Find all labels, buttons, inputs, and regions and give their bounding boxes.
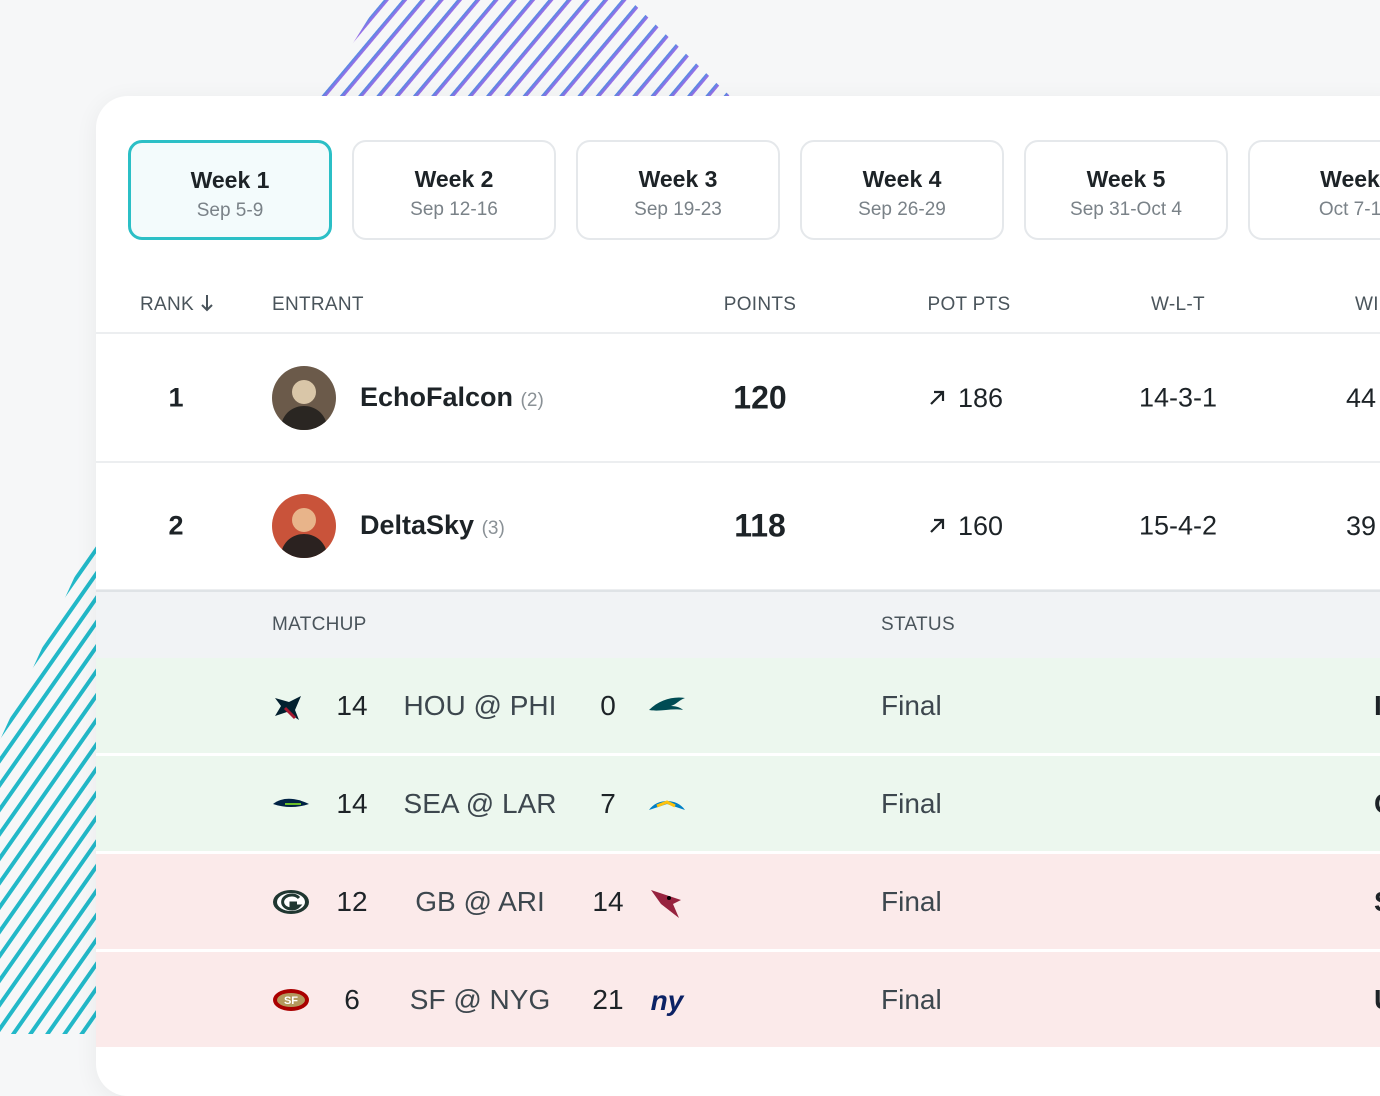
- home-score: 14: [592, 886, 624, 917]
- game: SF @ NYG: [409, 984, 551, 1015]
- rank: 2: [168, 510, 184, 541]
- week-tab[interactable]: Week 2 Sep 12-16: [352, 140, 556, 240]
- away-score: 6: [344, 984, 360, 1015]
- entrant-name: EchoFalcon: [360, 382, 514, 412]
- team-logo: [273, 890, 309, 914]
- status: Final: [881, 690, 942, 721]
- entrant-header: ENTRANT: [272, 294, 364, 315]
- week-tab[interactable]: Week 1 Sep 5-9: [128, 140, 332, 240]
- seed: (2): [520, 390, 544, 411]
- week-tab[interactable]: Week 5 Sep 31-Oct 4: [1024, 140, 1228, 240]
- week-label: Week 2: [414, 166, 494, 192]
- week-tab[interactable]: Week 4 Sep 26-29: [800, 140, 1004, 240]
- pot-pts-header: POT PTS: [927, 294, 1011, 315]
- team-logo: [273, 798, 309, 807]
- week-dates: Sep 19-23: [634, 199, 722, 220]
- matchup-header: MATCHUP: [272, 614, 367, 635]
- avatar: [272, 494, 336, 558]
- matchup-row[interactable]: 14 HOU @ PHI 0 Final I: [96, 658, 1380, 753]
- week-tab[interactable]: Week Oct 7-1: [1248, 140, 1380, 240]
- divider: [96, 332, 1380, 334]
- matchup-row[interactable]: 12 GB @ ARI 14 Final S: [96, 854, 1380, 949]
- status: Final: [881, 984, 942, 1015]
- week-label: Week 1: [190, 167, 270, 193]
- truncated-cell: 39: [1346, 511, 1377, 541]
- truncated-cell: S: [1374, 886, 1380, 918]
- week-dates: Sep 31-Oct 4: [1070, 199, 1182, 220]
- home-score: 0: [600, 690, 616, 721]
- truncated-cell: C: [1374, 788, 1380, 820]
- svg-text:ny: ny: [651, 985, 685, 1016]
- week-dates: Sep 12-16: [410, 199, 498, 220]
- truncated-cell: I: [1374, 690, 1380, 721]
- week-label: Week 3: [638, 166, 718, 192]
- away-score: 14: [336, 690, 368, 721]
- svg-text:SF: SF: [284, 995, 298, 1007]
- last-header: WI: [1355, 294, 1379, 315]
- points: 118: [734, 507, 786, 544]
- week-dates: Sep 5-9: [196, 200, 264, 221]
- team-logo: [275, 696, 301, 720]
- status: Final: [881, 886, 942, 917]
- truncated-cell: 44: [1346, 383, 1377, 413]
- status-header: STATUS: [881, 614, 955, 635]
- team-logo: [651, 890, 681, 918]
- week-label: Week 5: [1086, 166, 1166, 192]
- standing-row[interactable]: 2 DeltaSky (3) 118 160 15-4-2 39: [96, 462, 1380, 591]
- week-label: Week 4: [862, 166, 942, 192]
- points-header: POINTS: [723, 294, 797, 315]
- rank-header[interactable]: RANK: [140, 294, 214, 316]
- standing-row[interactable]: 1 EchoFalcon (2) 120 186 14-3-1 44: [96, 334, 1380, 463]
- pot-pts: 186: [958, 383, 1004, 413]
- away-score: 12: [336, 886, 368, 917]
- game: GB @ ARI: [415, 886, 545, 917]
- background-stripes: [0, 0, 730, 1034]
- matchup-row[interactable]: SF 6 SF @ NYG 21 ny Final U: [96, 952, 1380, 1047]
- avatar: [272, 366, 336, 430]
- home-score: 21: [592, 984, 624, 1015]
- entrant-name: DeltaSky: [360, 510, 475, 540]
- week-dates: Oct 7-1: [1318, 199, 1380, 220]
- status: Final: [881, 788, 942, 819]
- week-tab[interactable]: Week 3 Sep 19-23: [576, 140, 780, 240]
- away-score: 14: [336, 788, 368, 819]
- matchup-row[interactable]: 14 SEA @ LAR 7 Final C: [96, 756, 1380, 851]
- game: HOU @ PHI: [403, 690, 557, 721]
- team-logo: [649, 800, 685, 810]
- wlt-header: W-L-T: [1151, 294, 1205, 315]
- matchup-header-bar: MATCHUP STATUS: [96, 590, 1380, 658]
- game: SEA @ LAR: [403, 788, 557, 819]
- truncated-cell: U: [1374, 984, 1380, 1016]
- points: 120: [733, 379, 787, 416]
- rank: 1: [168, 382, 184, 413]
- team-logo: SF: [273, 989, 309, 1011]
- trend-arrow: [930, 390, 945, 405]
- week-dates: Sep 26-29: [858, 199, 946, 220]
- leaderboard-card: Week 1 Sep 5-9 Week 2 Sep 12-16 Week 3 S…: [96, 96, 1380, 1096]
- team-logo: ny: [651, 985, 685, 1016]
- week-label: Week: [1320, 166, 1380, 192]
- page: Week 1 Sep 5-9 Week 2 Sep 12-16 Week 3 S…: [0, 0, 1380, 1047]
- trend-arrow: [930, 518, 945, 533]
- wlt: 15-4-2: [1138, 510, 1218, 541]
- header-text: RANK: [140, 294, 194, 315]
- team-logo: [649, 697, 685, 711]
- sort-arrow: [200, 295, 213, 312]
- pot-pts: 160: [958, 511, 1004, 541]
- seed: (3): [481, 518, 505, 539]
- home-score: 7: [600, 788, 616, 819]
- wlt: 14-3-1: [1138, 382, 1218, 413]
